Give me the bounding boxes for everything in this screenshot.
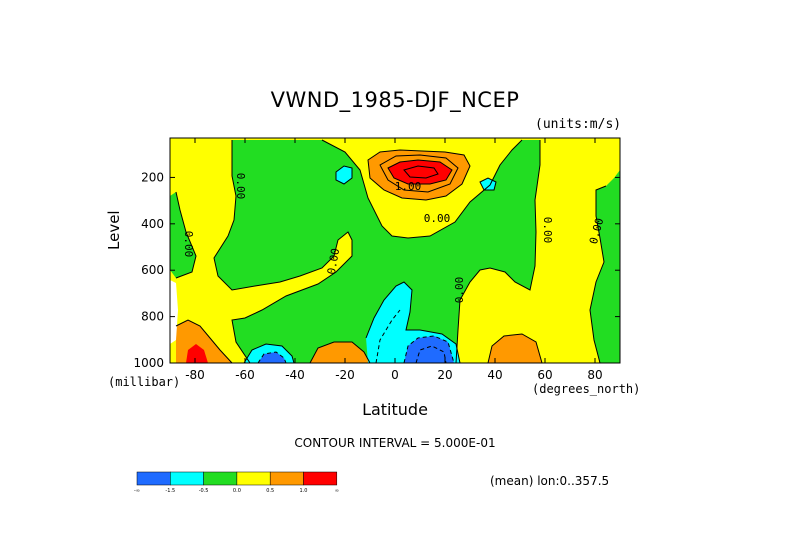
y-tick-label: 200 [141,170,164,184]
y-tick-label: 600 [141,263,164,277]
red-upper [388,160,452,184]
contour-label-group: 0.000.000.001.000.000.000.00 0.00 [182,173,606,304]
colorbar-tick-label: 0.0 [233,488,241,494]
colorbar-swatch [236,471,271,486]
red-lower-west [186,344,208,363]
x-tick-label: -40 [285,368,305,382]
green-region-central [214,140,540,363]
colorbar-tick-label: 0.5 [266,488,274,494]
contour-field [170,138,620,363]
contour-label: 0.00 [541,217,554,244]
x-tick-label: 20 [437,368,452,382]
x-tick-label: 80 [587,368,602,382]
x-tick-label: -20 [335,368,355,382]
colorbar-swatch [303,471,338,486]
contour-label: 0.00 [453,277,466,304]
x-tick-label: 60 [537,368,552,382]
y-tick-group: 200 400 600 800 1000 [133,170,620,370]
colorbar-tick-label: -1.5 [165,488,175,494]
colorbar-tick-label: ∞ [335,488,339,494]
chart-title: VWND_1985-DJF_NCEP [270,88,520,112]
x-tick-label: 40 [487,368,502,382]
x-tick-label: 0 [391,368,399,382]
x-axis-label: Latitude [362,400,428,419]
negative-contour-lines [257,309,455,363]
contour-label: 0.00 [325,247,342,275]
colorbar-tick-label: -0.5 [199,488,209,494]
contour-label: 1.00 [395,180,422,193]
cyan-spot-upper-west [336,166,352,184]
contour-label: 0.00 [424,212,451,225]
y-axis-units: (millibar) [108,375,181,389]
contour-label: 0.00 [234,173,247,200]
colorbar: -∞ -1.5 -0.5 0.0 0.5 1.0 ∞ [134,471,339,494]
y-tick-label: 800 [141,310,164,324]
y-tick-label: 400 [141,217,164,231]
mean-note: (mean) lon:0..357.5 [490,474,610,488]
units-note: (units:m/s) [535,117,622,132]
colorbar-swatch [136,471,171,486]
colorbar-swatch [203,471,238,486]
blue-lower-center [404,336,454,363]
white-corner [170,280,178,344]
colorbar-swatch [269,471,304,486]
x-tick-label: -60 [235,368,255,382]
colorbar-swatch [170,471,204,486]
contour-lines [175,139,607,363]
blue-lower-south [258,352,286,363]
x-axis-units: (degrees_north) [532,382,641,396]
green-region-east [590,170,620,363]
x-tick-label: -80 [185,368,205,382]
green-region-west [170,192,196,278]
orange-lower-east [488,334,542,363]
orange-lower-mid [310,342,370,363]
colorbar-tick-label: -∞ [134,488,140,494]
y-tick-label: 1000 [133,356,164,370]
x-tick-group: -80 -60 -40 -20 0 20 40 60 80 [185,138,603,382]
colorbar-tick-label: 1.0 [300,488,308,494]
contour-interval-text: CONTOUR INTERVAL = 5.000E-01 [294,436,496,450]
contour-label: 0.00 [182,231,195,258]
